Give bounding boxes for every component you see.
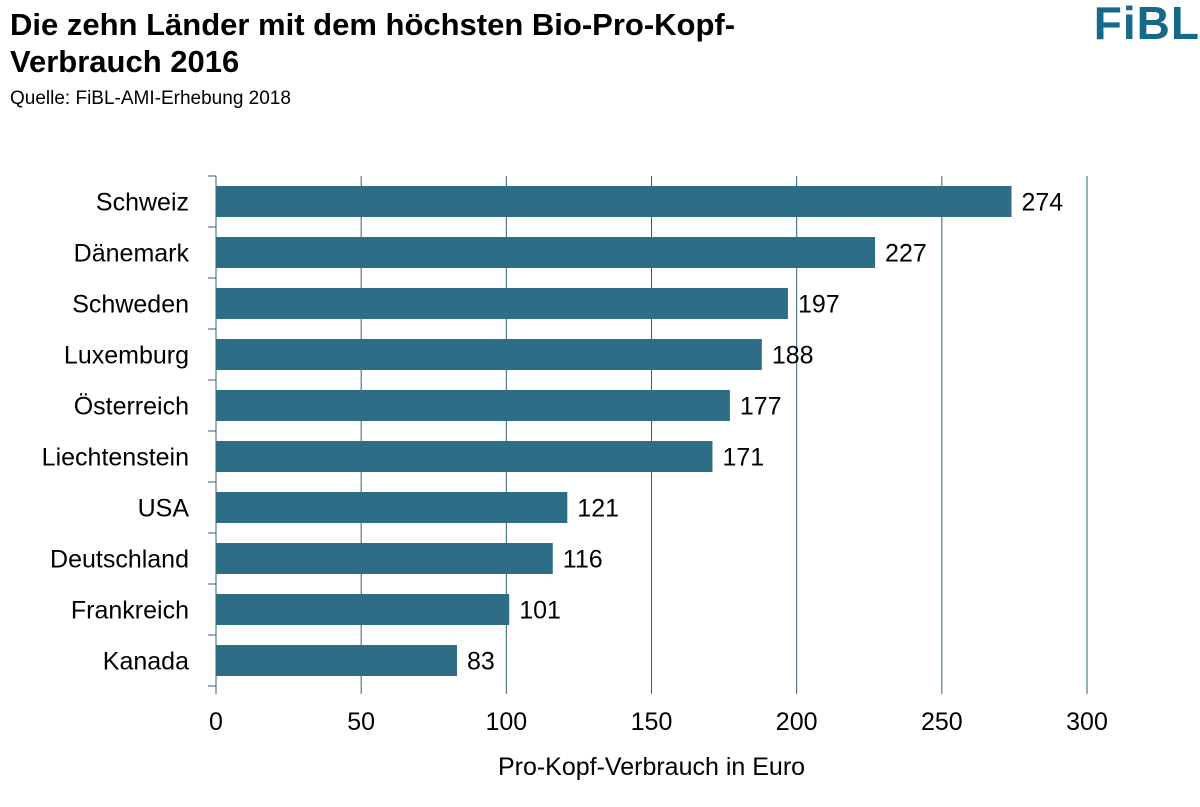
bar <box>216 543 553 574</box>
category-label: Schweden <box>72 291 189 319</box>
data-label: 197 <box>798 291 840 319</box>
x-tick-label: 200 <box>776 708 818 736</box>
data-label: 171 <box>722 444 764 472</box>
category-label: Liechtenstein <box>42 444 189 472</box>
category-label: Schweiz <box>96 189 189 217</box>
x-tick-label: 100 <box>485 708 527 736</box>
x-tick-label: 50 <box>347 708 375 736</box>
bar <box>216 288 788 319</box>
bar <box>216 339 762 370</box>
bar <box>216 441 713 472</box>
data-label: 101 <box>519 597 561 625</box>
category-label: Dänemark <box>74 240 190 268</box>
chart-source: Quelle: FiBL-AMI-Erhebung 2018 <box>10 88 291 109</box>
x-tick-label: 150 <box>631 708 673 736</box>
category-label: Deutschland <box>50 546 189 574</box>
category-label: Österreich <box>74 393 189 421</box>
data-label: 274 <box>1022 189 1064 217</box>
data-label: 188 <box>772 342 814 370</box>
bar <box>216 186 1012 217</box>
bar <box>216 645 457 676</box>
category-label: Luxemburg <box>64 342 189 370</box>
bar <box>216 390 730 421</box>
data-label: 116 <box>563 546 603 574</box>
bar <box>216 492 568 523</box>
bar <box>216 237 876 268</box>
fibl-logo: FiBL <box>1093 0 1200 49</box>
category-label: USA <box>138 495 190 523</box>
data-label: 83 <box>467 648 495 676</box>
x-tick-label: 0 <box>209 708 223 736</box>
chart-title: Die zehn Länder mit dem höchsten Bio-Pro… <box>10 7 736 79</box>
x-axis-title: Pro-Kopf-Verbrauch in Euro <box>498 753 805 781</box>
data-label: 177 <box>740 393 782 421</box>
data-label: 121 <box>577 495 619 523</box>
category-label: Frankreich <box>71 597 189 625</box>
category-label: Kanada <box>103 648 189 676</box>
x-tick-label: 300 <box>1066 708 1108 736</box>
data-label: 227 <box>885 240 927 268</box>
bar <box>216 594 510 625</box>
x-tick-label: 250 <box>921 708 963 736</box>
